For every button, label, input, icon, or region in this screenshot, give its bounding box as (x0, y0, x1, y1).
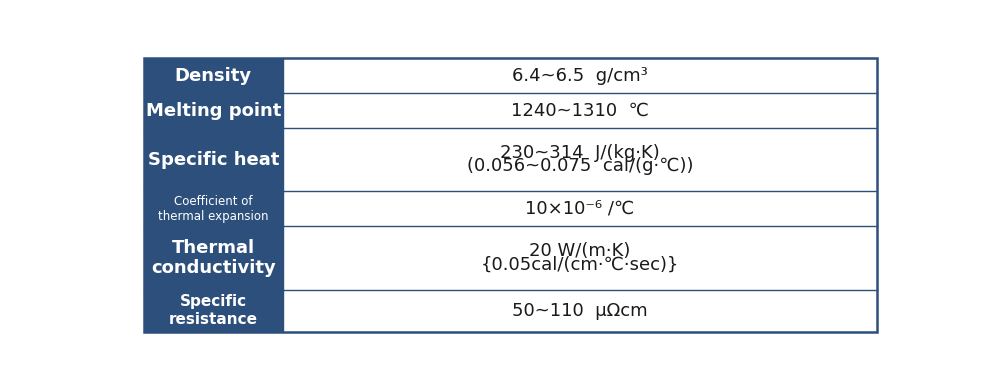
Bar (143, 128, 283, 191)
Text: Specific
resistance: Specific resistance (168, 295, 258, 327)
Bar (143, 227, 283, 290)
Bar (283, 191, 877, 227)
Text: (0.056~0.075  cal/(g·℃)): (0.056~0.075 cal/(g·℃)) (467, 157, 693, 176)
Text: 1240~1310  ℃: 1240~1310 ℃ (511, 102, 648, 120)
Text: 230~314  J/(kg·K): 230~314 J/(kg·K) (500, 144, 659, 162)
Text: 20 W/(m·K): 20 W/(m·K) (529, 242, 630, 261)
Bar (283, 128, 877, 191)
Bar (283, 290, 877, 332)
Text: Thermal
conductivity: Thermal conductivity (150, 239, 276, 278)
Bar (143, 191, 283, 227)
Text: Density: Density (174, 67, 252, 85)
Text: 50~110  μΩcm: 50~110 μΩcm (512, 301, 647, 320)
Bar (283, 227, 877, 290)
Text: Melting point: Melting point (145, 102, 281, 120)
Bar (143, 93, 283, 128)
Text: Specific heat: Specific heat (147, 151, 279, 169)
Text: Coefficient of
thermal expansion: Coefficient of thermal expansion (158, 195, 269, 223)
Text: 6.4~6.5  g/cm³: 6.4~6.5 g/cm³ (512, 67, 647, 85)
Bar (283, 58, 877, 93)
Bar (143, 58, 283, 93)
Text: 10×10⁻⁶ /℃: 10×10⁻⁶ /℃ (525, 200, 634, 218)
Text: {0.05cal/(cm·℃·sec)}: {0.05cal/(cm·℃·sec)} (481, 256, 679, 274)
Bar (283, 93, 877, 128)
Bar (143, 290, 283, 332)
